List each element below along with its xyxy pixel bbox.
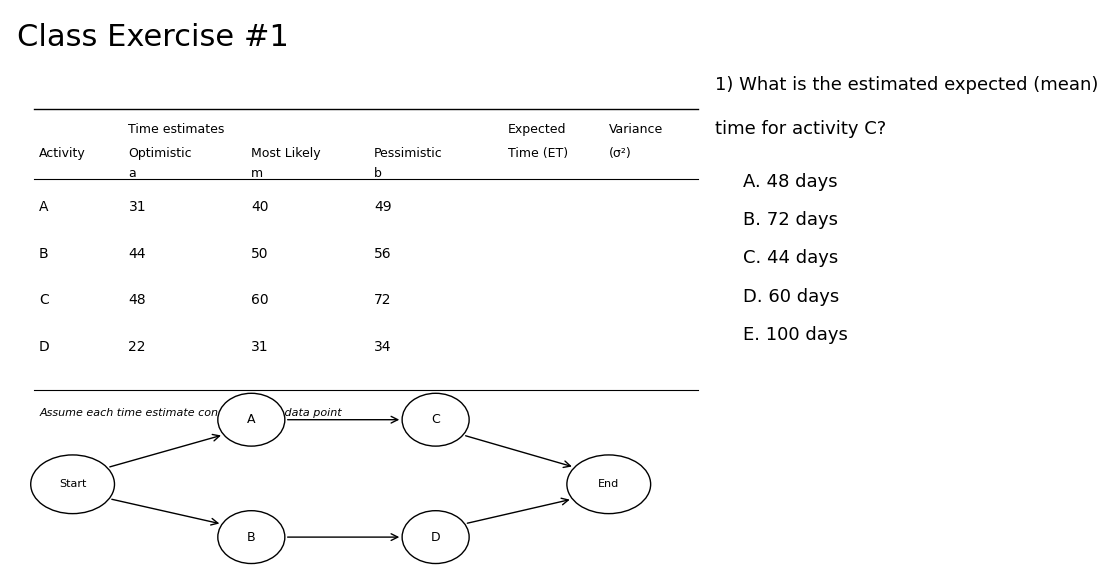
Text: C: C (431, 413, 440, 426)
Text: 22: 22 (128, 340, 146, 355)
Text: Activity: Activity (39, 147, 86, 160)
Text: Pessimistic: Pessimistic (374, 147, 443, 160)
Text: (σ²): (σ²) (609, 147, 631, 160)
Text: time for activity C?: time for activity C? (715, 120, 886, 139)
Text: A: A (39, 200, 49, 214)
Text: 60: 60 (251, 294, 269, 308)
Ellipse shape (218, 511, 285, 564)
Text: m: m (251, 167, 264, 180)
Text: Assume each time estimate consists of one data point: Assume each time estimate consists of on… (39, 408, 342, 418)
Text: Expected: Expected (508, 123, 566, 136)
Text: B: B (247, 531, 256, 544)
Text: Variance: Variance (609, 123, 663, 136)
Ellipse shape (31, 455, 115, 514)
Text: C: C (39, 294, 49, 308)
Text: A: A (247, 413, 256, 426)
Text: 40: 40 (251, 200, 269, 214)
Text: 56: 56 (374, 247, 392, 261)
Text: Most Likely: Most Likely (251, 147, 321, 160)
Text: 50: 50 (251, 247, 269, 261)
Text: Time estimates: Time estimates (128, 123, 225, 136)
Text: D: D (39, 340, 50, 355)
Ellipse shape (218, 393, 285, 446)
Ellipse shape (402, 511, 469, 564)
Text: Class Exercise #1: Class Exercise #1 (17, 23, 288, 52)
Text: 31: 31 (251, 340, 269, 355)
Text: E. 100 days: E. 100 days (743, 326, 848, 344)
Text: b: b (374, 167, 382, 180)
Text: 48: 48 (128, 294, 146, 308)
Ellipse shape (402, 393, 469, 446)
Ellipse shape (567, 455, 651, 514)
Text: 31: 31 (128, 200, 146, 214)
Text: Optimistic: Optimistic (128, 147, 192, 160)
Text: 49: 49 (374, 200, 392, 214)
Text: D: D (431, 531, 440, 544)
Text: A. 48 days: A. 48 days (743, 173, 838, 191)
Text: B: B (39, 247, 49, 261)
Text: D. 60 days: D. 60 days (743, 288, 839, 306)
Text: B. 72 days: B. 72 days (743, 211, 838, 230)
Text: 44: 44 (128, 247, 146, 261)
Text: C. 44 days: C. 44 days (743, 249, 838, 268)
Text: Time (ET): Time (ET) (508, 147, 569, 160)
Text: 34: 34 (374, 340, 392, 355)
Text: 72: 72 (374, 294, 392, 308)
Text: 1) What is the estimated expected (mean): 1) What is the estimated expected (mean) (715, 76, 1098, 95)
Text: a: a (128, 167, 136, 180)
Text: End: End (598, 479, 620, 490)
Text: Start: Start (59, 479, 86, 490)
